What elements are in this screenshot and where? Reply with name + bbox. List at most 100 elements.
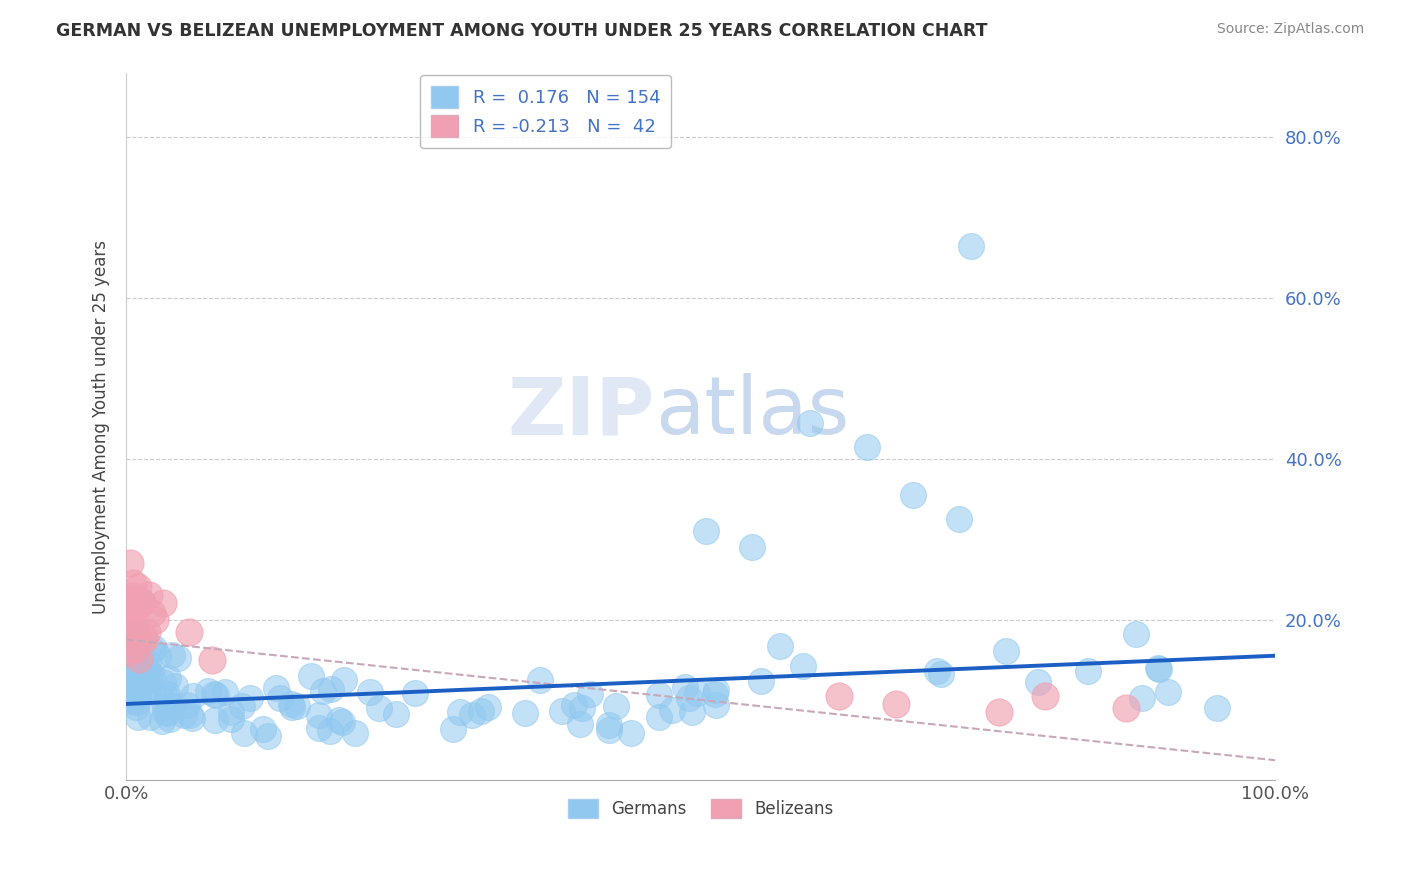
Point <box>128 651 150 665</box>
Point <box>1035 689 1057 703</box>
Point <box>118 645 141 659</box>
Point <box>308 708 330 723</box>
Point <box>120 606 142 620</box>
Point <box>117 667 139 681</box>
Point <box>179 624 201 639</box>
Point <box>128 675 150 690</box>
Point <box>125 699 148 714</box>
Point <box>551 704 574 718</box>
Point <box>128 677 150 691</box>
Point <box>152 597 174 611</box>
Point <box>141 669 163 683</box>
Point <box>125 673 148 688</box>
Point <box>319 724 342 739</box>
Point <box>128 661 150 675</box>
Point <box>155 698 177 713</box>
Point <box>685 686 707 700</box>
Point <box>1125 626 1147 640</box>
Point <box>704 683 727 698</box>
Point <box>703 687 725 701</box>
Point <box>134 659 156 673</box>
Point <box>135 667 157 681</box>
Point <box>648 688 671 702</box>
Point <box>695 524 717 538</box>
Point <box>948 512 970 526</box>
Point <box>120 675 142 690</box>
Point <box>127 683 149 698</box>
Point <box>741 540 763 554</box>
Point <box>117 674 139 689</box>
Point <box>605 698 627 713</box>
Point <box>117 624 139 638</box>
Point <box>117 607 139 622</box>
Point <box>121 677 143 691</box>
Point <box>117 619 139 633</box>
Point <box>648 710 671 724</box>
Point <box>117 621 139 635</box>
Point <box>799 416 821 430</box>
Point <box>159 713 181 727</box>
Point <box>117 592 139 607</box>
Point <box>117 634 139 648</box>
Point <box>121 694 143 708</box>
Point <box>233 726 256 740</box>
Point <box>792 658 814 673</box>
Point <box>562 698 585 712</box>
Point <box>156 671 179 685</box>
Point <box>127 690 149 704</box>
Point <box>181 711 204 725</box>
Text: ZIP: ZIP <box>508 374 655 451</box>
Point <box>122 576 145 591</box>
Point <box>359 685 381 699</box>
Point <box>138 680 160 694</box>
Point <box>884 697 907 711</box>
Point <box>167 650 190 665</box>
Point <box>404 686 426 700</box>
Point <box>132 633 155 648</box>
Point <box>117 619 139 633</box>
Point <box>117 632 139 646</box>
Point <box>134 631 156 645</box>
Point <box>124 672 146 686</box>
Point <box>127 599 149 614</box>
Point <box>125 671 148 685</box>
Point <box>118 556 141 570</box>
Point <box>214 685 236 699</box>
Point <box>1077 664 1099 678</box>
Point <box>117 634 139 648</box>
Point <box>681 706 703 720</box>
Point <box>156 706 179 720</box>
Point <box>122 676 145 690</box>
Point <box>136 656 159 670</box>
Point <box>673 680 696 694</box>
Point <box>120 625 142 640</box>
Point <box>141 643 163 657</box>
Point <box>343 726 366 740</box>
Point <box>139 709 162 723</box>
Point <box>129 661 152 675</box>
Point <box>571 701 593 715</box>
Point <box>127 653 149 667</box>
Point <box>856 440 879 454</box>
Point <box>162 698 184 713</box>
Point <box>994 644 1017 658</box>
Point <box>903 488 925 502</box>
Point <box>221 705 243 719</box>
Point <box>134 686 156 700</box>
Point <box>529 673 551 687</box>
Point <box>197 683 219 698</box>
Point <box>127 581 149 595</box>
Point <box>124 642 146 657</box>
Point <box>128 682 150 697</box>
Point <box>129 676 152 690</box>
Point <box>127 627 149 641</box>
Point <box>569 717 592 731</box>
Point <box>120 640 142 654</box>
Point <box>121 657 143 671</box>
Point <box>678 691 700 706</box>
Legend: Germans, Belizeans: Germans, Belizeans <box>561 792 841 825</box>
Point <box>252 723 274 737</box>
Point <box>117 687 139 701</box>
Point <box>239 690 262 705</box>
Point <box>124 674 146 689</box>
